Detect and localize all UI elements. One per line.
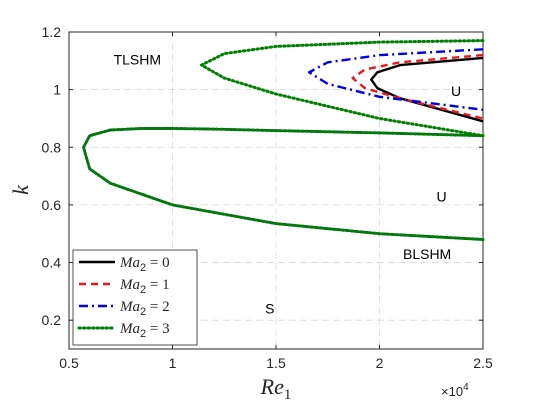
- series-line: [307, 48, 484, 111]
- region-label: TLSHM: [114, 51, 161, 67]
- legend-items: Ma2 = 0 Ma2 = 1 Ma2 = 2 Ma2 = 3: [77, 255, 170, 340]
- y-tick-label: 1: [53, 82, 61, 98]
- legend-label: Ma2 = 2: [119, 299, 170, 318]
- region-label: U: [451, 83, 461, 99]
- y-tick-label: 1.2: [42, 24, 62, 40]
- legend-label: Ma2 = 1: [119, 277, 170, 296]
- x-axis-label: Re1: [260, 374, 292, 402]
- region-label: U: [437, 188, 447, 204]
- tick-layer: 0.5 1 1.5 2 2.5 0.2 0.4 0.6 0.8 1 1.2: [42, 24, 493, 371]
- series-3: [82, 39, 485, 241]
- x-axis-multiplier: ×104: [441, 382, 469, 399]
- region-label: S: [265, 301, 274, 317]
- series-layer: [82, 39, 485, 241]
- x-tick-label: 2.5: [473, 355, 493, 371]
- x-tick-label: 1: [169, 355, 177, 371]
- x-tick-label: 2: [376, 355, 384, 371]
- annotation-layer: TLSHM U U BLSHM S: [114, 51, 462, 316]
- y-tick-label: 0.4: [42, 255, 62, 271]
- x-tick-label: 0.5: [59, 355, 79, 371]
- legend-label: Ma2 = 3: [119, 321, 170, 340]
- region-label: BLSHM: [403, 246, 451, 262]
- legend-label: Ma2 = 0: [119, 255, 170, 274]
- legend: Ma2 = 0 Ma2 = 1 Ma2 = 2 Ma2 = 3: [72, 249, 198, 346]
- y-tick-label: 0.8: [42, 139, 62, 155]
- series-line: [200, 39, 485, 138]
- y-axis-label: k: [8, 184, 33, 195]
- y-tick-label: 0.2: [42, 312, 62, 328]
- x-tick-label: 1.5: [266, 355, 286, 371]
- y-tick-label: 0.6: [42, 197, 62, 213]
- series-line: [82, 127, 485, 241]
